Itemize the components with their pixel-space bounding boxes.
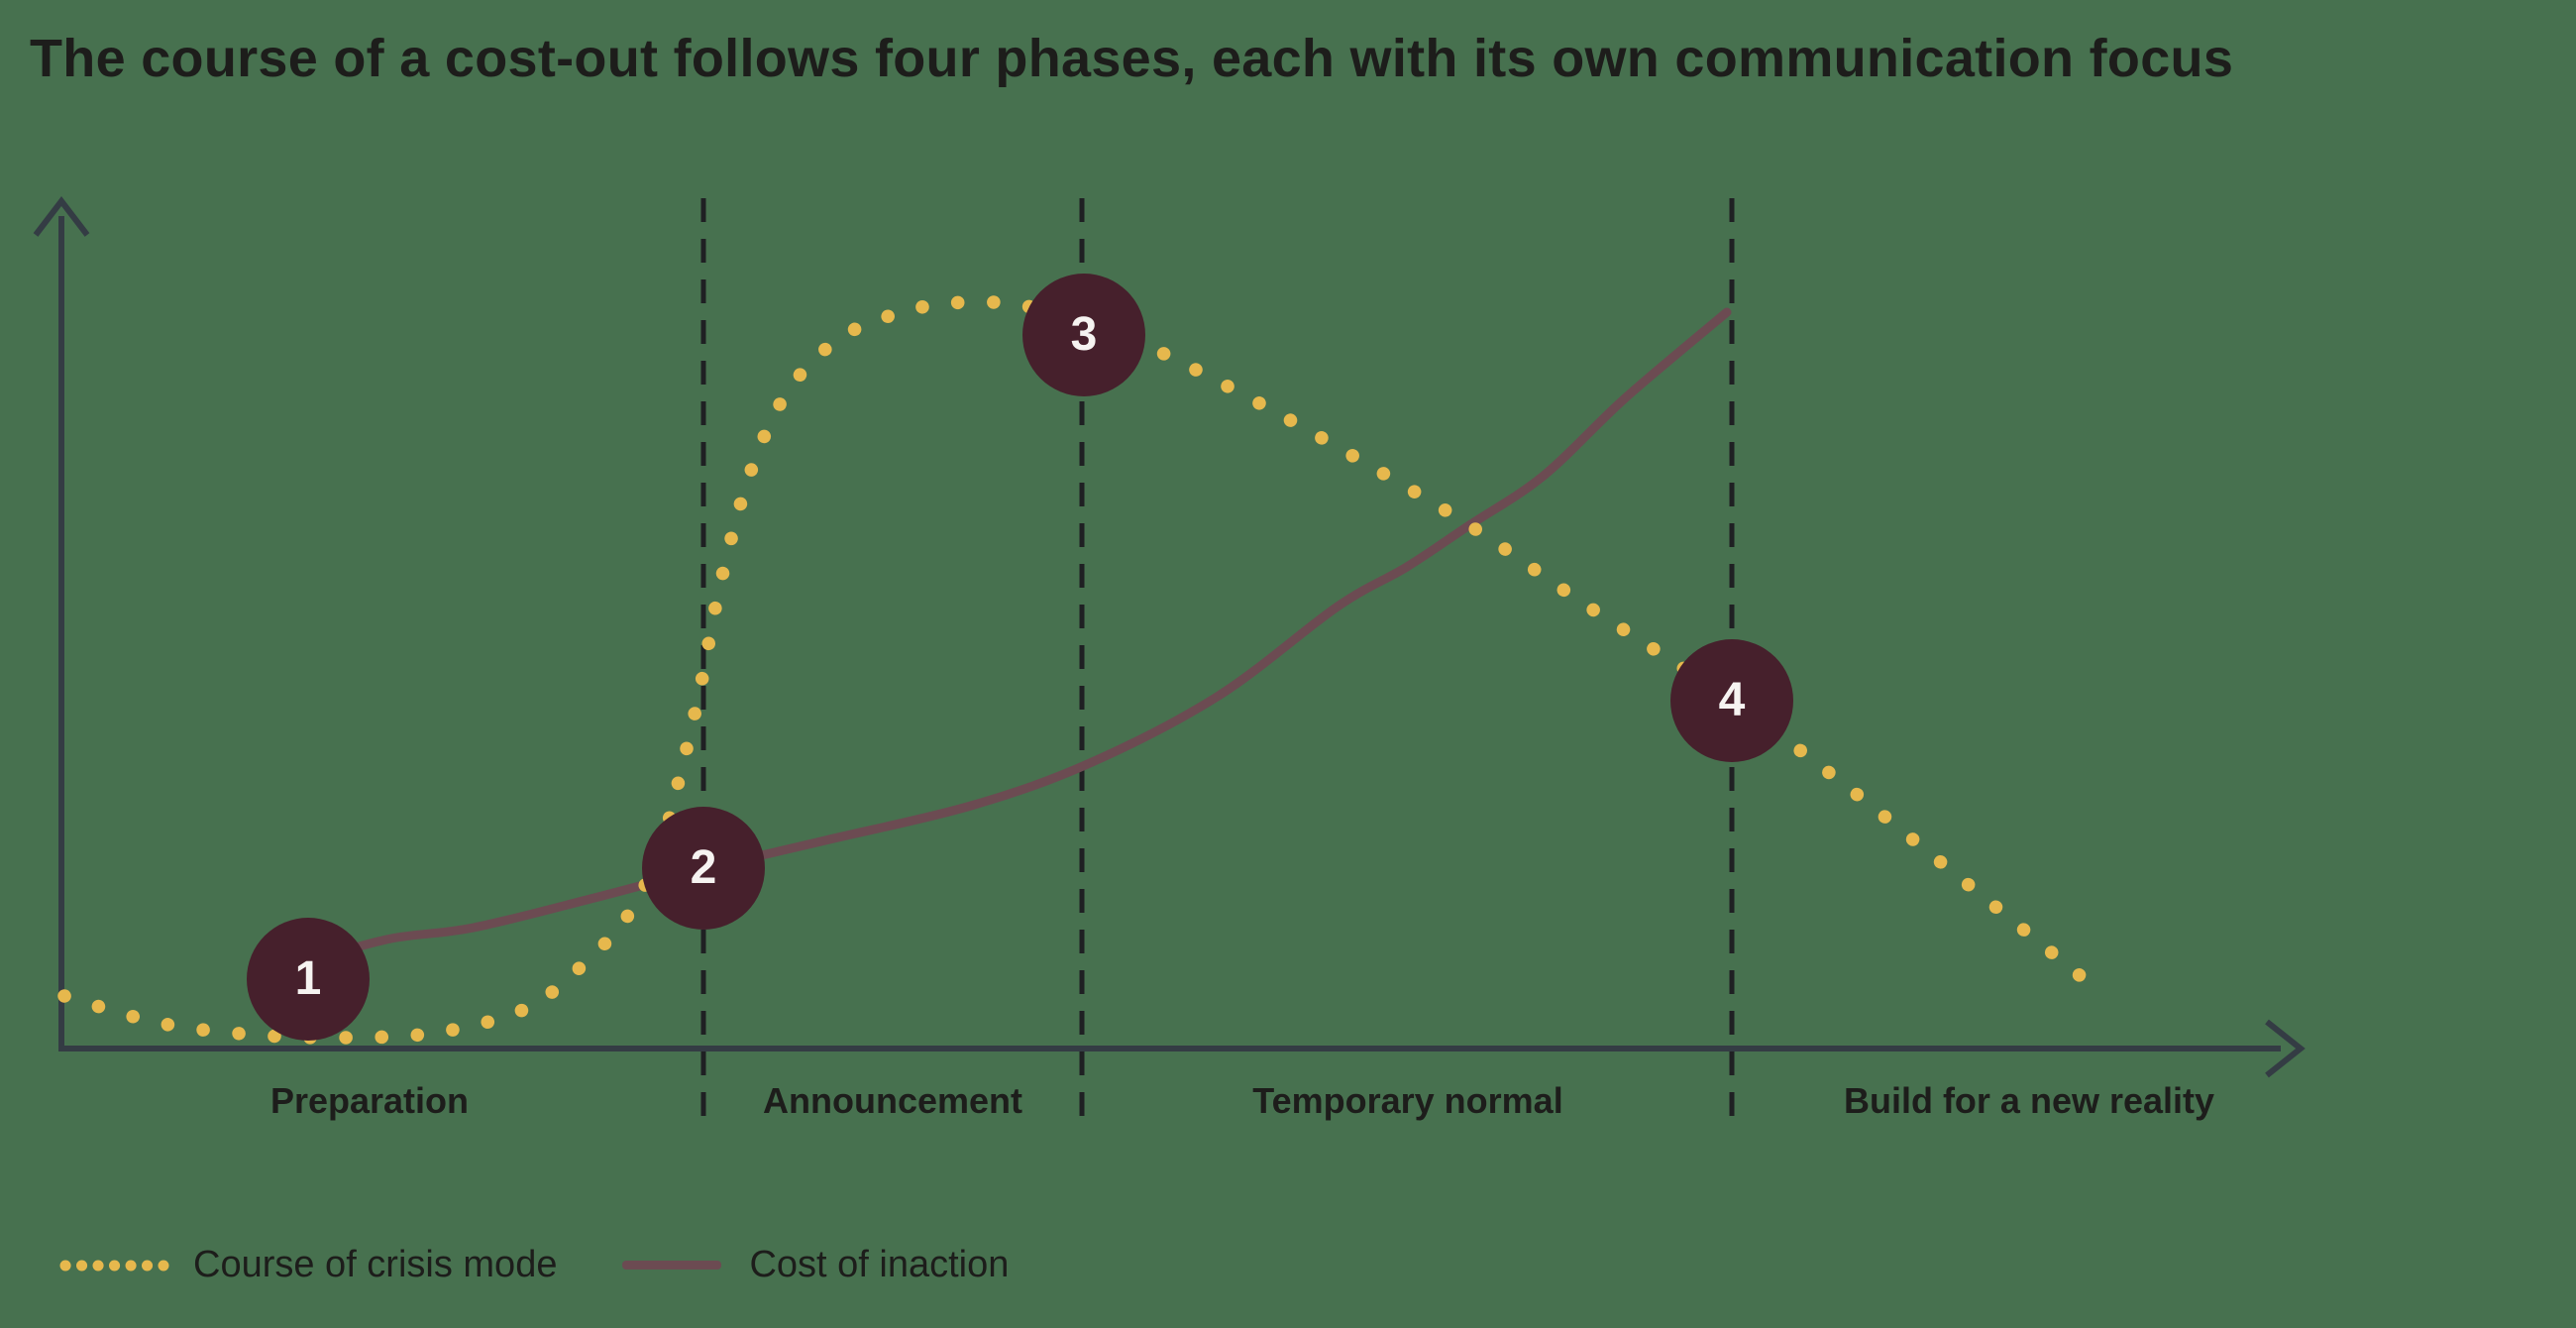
phase-label-announcement: Announcement — [762, 1080, 1023, 1121]
dotted-line-swatch-icon — [59, 1260, 169, 1272]
legend: Course of crisis mode Cost of inaction — [58, 1241, 1009, 1288]
phase-label-temporary-normal: Temporary normal — [1252, 1080, 1563, 1121]
phase-label-preparation: Preparation — [269, 1080, 470, 1121]
y-axis-arrow-icon — [33, 196, 90, 237]
phase-marker-4: 4 — [1670, 639, 1793, 762]
phase-marker-number: 3 — [1070, 308, 1098, 361]
phase-marker-1: 1 — [247, 918, 370, 1041]
legend-label-cost-of-inaction: Cost of inaction — [749, 1243, 1010, 1285]
phase-marker-number: 2 — [690, 841, 717, 894]
solid-line-swatch-icon — [622, 1260, 722, 1270]
legend-label-crisis-mode: Course of crisis mode — [193, 1243, 558, 1285]
phase-marker-number: 1 — [294, 952, 322, 1005]
inaction-curve — [310, 307, 1732, 964]
phase-label-build-new-reality: Build for a new reality — [1843, 1080, 2215, 1121]
crisis-curve — [57, 294, 2103, 1045]
phase-marker-number: 4 — [1718, 674, 1746, 726]
x-axis-arrow-icon — [2265, 1019, 2306, 1078]
phase-marker-2: 2 — [642, 807, 765, 930]
phase-marker-3: 3 — [1022, 274, 1145, 396]
chart-title: The course of a cost-out follows four ph… — [30, 29, 2234, 88]
